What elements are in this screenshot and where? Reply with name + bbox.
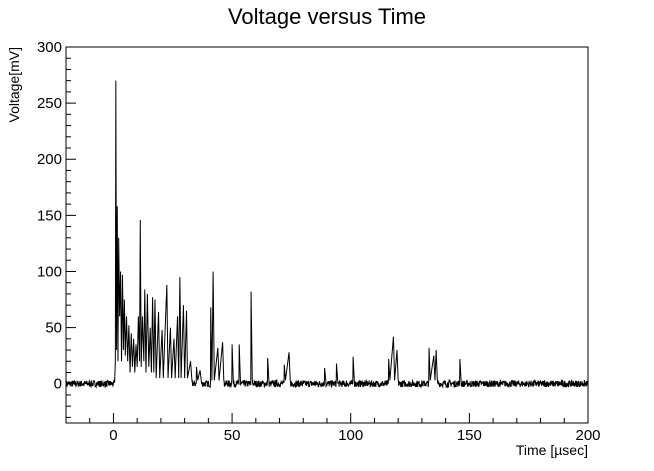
x-tick-label: 200 xyxy=(575,427,600,444)
y-tick-label: 50 xyxy=(45,320,62,337)
x-tick-label: 150 xyxy=(457,427,482,444)
x-tick-label: 0 xyxy=(109,427,117,444)
plot-frame xyxy=(65,46,589,424)
chart-title: Voltage versus Time xyxy=(228,4,426,29)
y-tick-label: 250 xyxy=(37,95,62,112)
y-tick-label: 0 xyxy=(54,376,62,393)
y-axis-label: Voltage[mV] xyxy=(6,47,22,123)
y-tick-label: 150 xyxy=(37,207,62,224)
x-tick-label: 50 xyxy=(224,427,241,444)
y-tick-label: 300 xyxy=(37,39,62,56)
x-axis-label: Time [µsec] xyxy=(516,442,588,458)
voltage-trace xyxy=(65,80,589,389)
x-axis-ticks: 0 50 100 150 200 xyxy=(65,413,601,444)
voltage-series-line xyxy=(65,80,589,389)
y-tick-label: 200 xyxy=(37,151,62,168)
y-tick-label: 100 xyxy=(37,263,62,280)
x-tick-label: 100 xyxy=(338,427,363,444)
y-axis-ticks: 0 50 100 150 200 250 300 xyxy=(37,39,76,418)
